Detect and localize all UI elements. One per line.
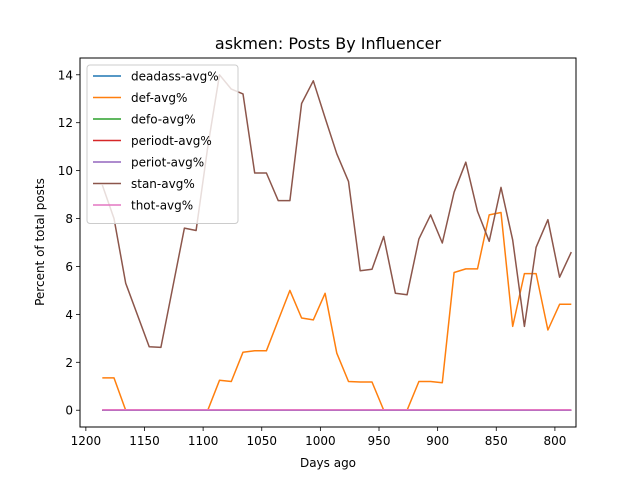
- x-tick-label: 1150: [129, 434, 160, 448]
- y-tick-label: 10: [58, 164, 73, 178]
- series-layer: [101, 74, 572, 411]
- legend-label: stan-avg%: [131, 177, 195, 191]
- y-tick-label: 2: [65, 356, 73, 370]
- x-tick-label: 950: [368, 434, 391, 448]
- x-tick-label: 1200: [71, 434, 102, 448]
- legend-label: periot-avg%: [131, 156, 204, 170]
- series-line-stan-avg: [101, 74, 572, 349]
- axes-frame: [79, 57, 577, 428]
- legend-label: defo-avg%: [131, 113, 196, 127]
- x-tick-label: 900: [426, 434, 449, 448]
- chart-title: askmen: Posts By Influencer: [215, 34, 442, 53]
- legend-label: def-avg%: [131, 91, 187, 105]
- x-axis-ticks: 1200 1150 1100 1050 1000 950 900 850 800: [71, 427, 566, 448]
- x-tick-label: 850: [485, 434, 508, 448]
- y-tick-label: 4: [65, 308, 73, 322]
- x-tick-label: 1100: [188, 434, 219, 448]
- y-tick-label: 12: [58, 116, 73, 130]
- x-tick-label: 800: [543, 434, 566, 448]
- legend-label: thot-avg%: [131, 199, 193, 213]
- y-tick-label: 0: [65, 404, 73, 418]
- legend-label: periodt-avg%: [131, 134, 212, 148]
- legend-box: [86, 64, 239, 224]
- x-tick-label: 1000: [305, 434, 336, 448]
- legend: deadass-avg% def-avg% defo-avg% periodt-avg…: [86, 64, 239, 224]
- y-tick-label: 14: [58, 68, 73, 82]
- x-axis-label: Days ago: [300, 456, 356, 470]
- y-axis-ticks: 0 2 4 6 8 10 12 14: [58, 68, 80, 418]
- legend-label: deadass-avg%: [131, 70, 219, 84]
- y-tick-label: 8: [65, 212, 73, 226]
- y-axis-label: Percent of total posts: [33, 178, 47, 306]
- x-tick-label: 1050: [246, 434, 277, 448]
- y-tick-label: 6: [65, 260, 73, 274]
